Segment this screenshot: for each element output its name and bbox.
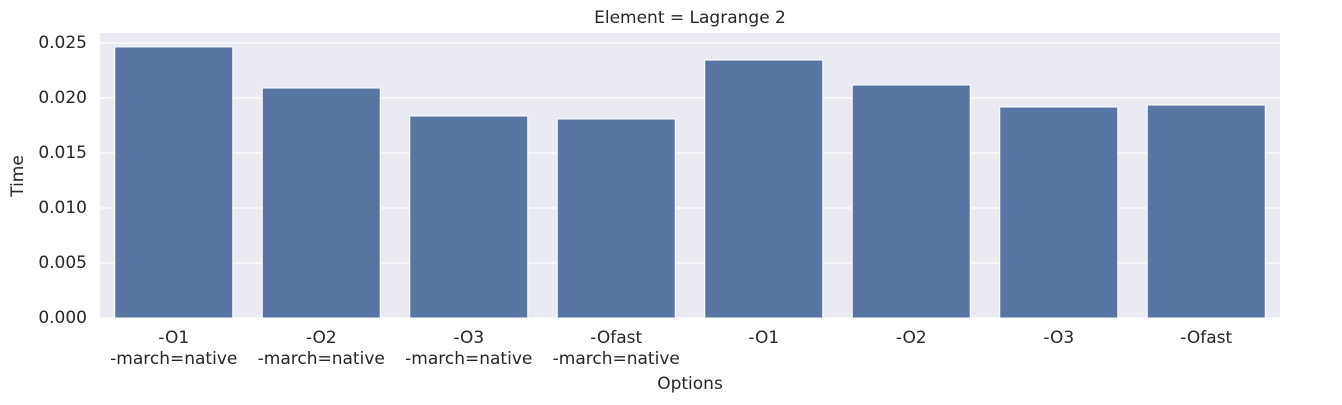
y-tick-label: 0.025 <box>38 33 87 53</box>
bar <box>1146 104 1266 319</box>
bar <box>556 118 676 319</box>
x-tick-label: -Ofast <box>1180 328 1233 348</box>
y-tick-label: 0.010 <box>38 198 87 218</box>
bar <box>409 115 529 319</box>
bar <box>999 106 1119 319</box>
y-axis-label: Time <box>8 155 28 198</box>
y-tick-label: 0.015 <box>38 143 87 163</box>
x-tick-label: -O3 -march=native <box>405 328 533 369</box>
x-tick-label: -Ofast -march=native <box>552 328 680 369</box>
chart-title: Element = Lagrange 2 <box>594 8 786 28</box>
bar <box>851 84 971 319</box>
x-tick-label: -O1 <box>748 328 780 348</box>
x-tick-label: -O2 <box>895 328 927 348</box>
bar <box>704 59 824 319</box>
bar <box>261 87 381 319</box>
x-tick-label: -O3 <box>1043 328 1075 348</box>
x-tick-label: -O1 -march=native <box>110 328 238 369</box>
y-tick-label: 0.000 <box>38 308 87 328</box>
x-tick-label: -O2 -march=native <box>257 328 385 369</box>
bar <box>114 46 234 319</box>
y-tick-label: 0.020 <box>38 88 87 108</box>
x-axis-label: Options <box>657 374 723 394</box>
y-tick-label: 0.005 <box>38 253 87 273</box>
